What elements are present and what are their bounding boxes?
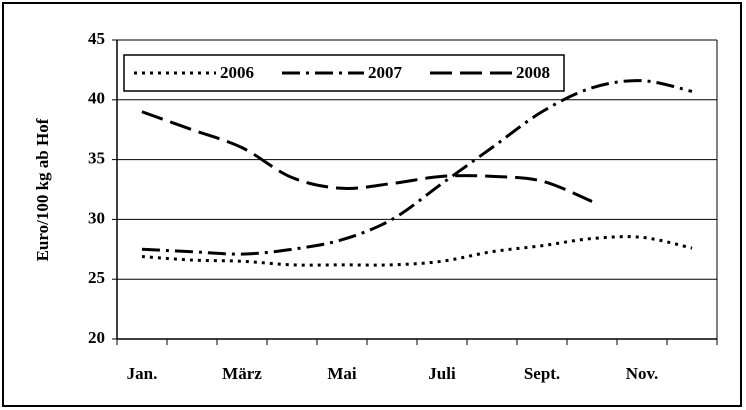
y-tick-label: 20 xyxy=(88,328,105,347)
y-tick-label: 45 xyxy=(88,29,105,48)
legend-label: 2008 xyxy=(516,63,550,82)
y-axis-label: Euro/100 kg ab Hof xyxy=(33,118,52,261)
y-tick-label: 30 xyxy=(88,208,105,227)
y-tick-label: 25 xyxy=(88,268,105,287)
x-tick-label: Mai xyxy=(327,364,357,383)
y-tick-label: 40 xyxy=(88,89,105,108)
x-tick-label: Juli xyxy=(428,364,456,383)
x-tick-label: Sept. xyxy=(524,364,560,383)
x-tick-label: Nov. xyxy=(626,364,659,383)
line-series xyxy=(141,110,593,203)
y-tick-label: 35 xyxy=(88,149,105,168)
line-series xyxy=(141,79,693,256)
legend-label: 2007 xyxy=(368,63,403,82)
legend-label: 2006 xyxy=(220,63,254,82)
x-tick-label: März xyxy=(222,364,262,383)
x-tick-label: Jan. xyxy=(127,364,158,383)
line-series xyxy=(141,235,693,267)
